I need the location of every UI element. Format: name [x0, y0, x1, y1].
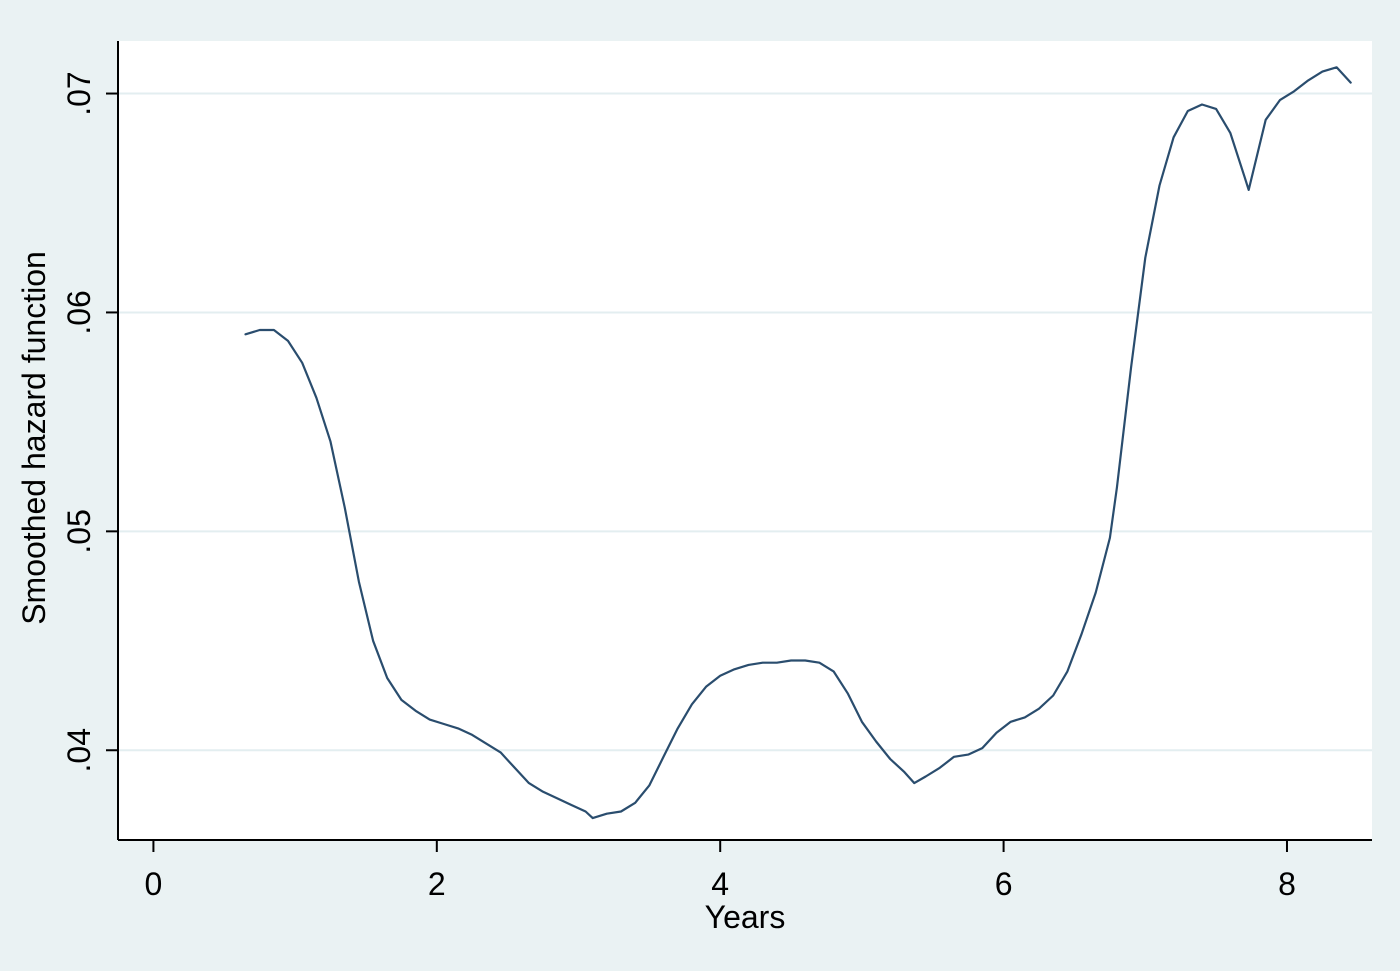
- plot-area: [118, 41, 1372, 840]
- x-tick-label: 2: [428, 866, 446, 902]
- y-tick-label: .05: [61, 509, 97, 553]
- y-axis-title: Smoothed hazard function: [16, 251, 52, 625]
- x-tick-label: 0: [145, 866, 163, 902]
- x-axis-title: Years: [705, 899, 786, 935]
- y-tick-label: .04: [61, 728, 97, 772]
- hazard-series-line: [244, 66, 1352, 820]
- x-tick-label: 6: [995, 866, 1013, 902]
- x-tick-label: 4: [711, 866, 729, 902]
- y-tick-label: .06: [61, 290, 97, 334]
- x-tick-label: 8: [1278, 866, 1296, 902]
- y-tick-label: .07: [61, 71, 97, 115]
